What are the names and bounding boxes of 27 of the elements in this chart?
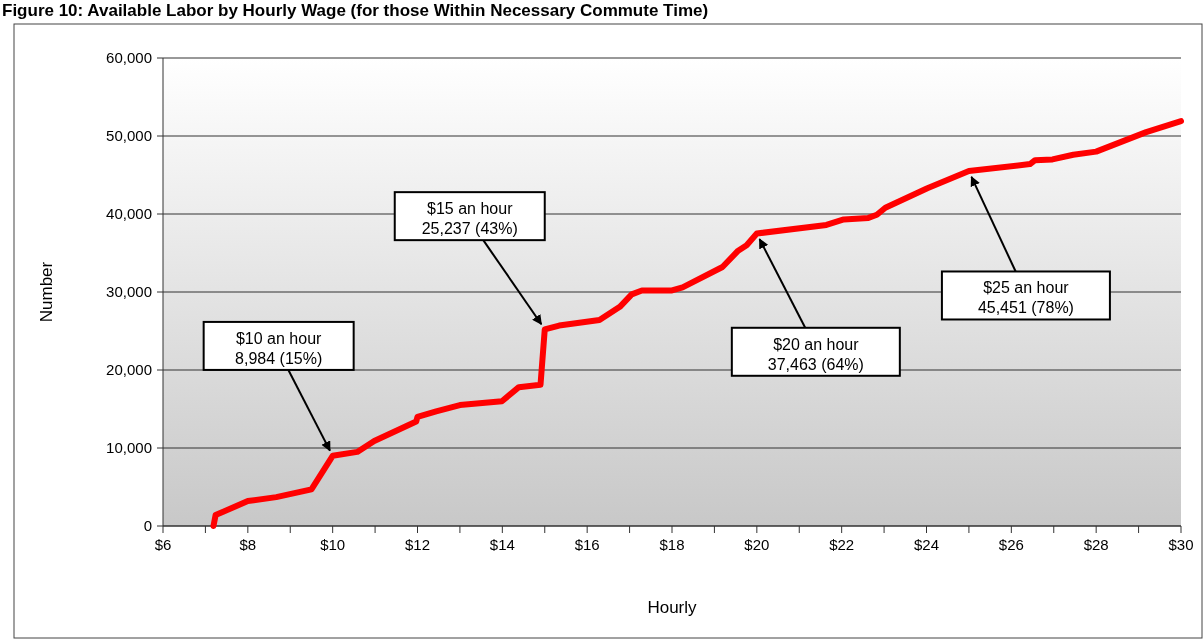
y-tick-label: 0 xyxy=(143,517,152,534)
y-tick-label: 30,000 xyxy=(106,283,152,300)
x-tick-label: $30 xyxy=(1168,536,1194,553)
x-tick-label: $28 xyxy=(1083,536,1109,553)
x-tick-label: $22 xyxy=(829,536,855,553)
annotation: $25 an hour 45,451 (78%) xyxy=(977,279,1074,317)
y-tick-label: 10,000 xyxy=(106,439,152,456)
y-tick-label: 40,000 xyxy=(106,205,152,222)
annotation: $20 an hour 37,463 (64%) xyxy=(767,335,864,373)
x-tick-label: $24 xyxy=(913,536,940,553)
x-axis-title: Hourly xyxy=(647,598,698,617)
y-tick-label: 50,000 xyxy=(106,127,152,144)
y-axis-title: Number xyxy=(37,261,56,323)
x-tick-label: $26 xyxy=(998,536,1024,553)
x-tick-label: $12 xyxy=(404,536,431,553)
x-tick-label: $16 xyxy=(574,536,600,553)
x-tick-label: $8 xyxy=(239,536,257,553)
chart-title: Figure 10: Available Labor by Hourly Wage (for those Within Necessary Commute Time) xyxy=(2,1,709,20)
x-tick-label: $10 xyxy=(320,536,346,553)
x-tick-label: $18 xyxy=(659,536,685,553)
annotation: $15 an hour 25,237 (43%) xyxy=(421,200,518,238)
y-tick-label: 20,000 xyxy=(106,361,152,378)
annotation: $10 an hour 8,984 (15%) xyxy=(235,329,323,367)
y-tick-label: 60,000 xyxy=(106,49,152,66)
x-tick-label: $14 xyxy=(489,536,515,553)
x-tick-label: $20 xyxy=(744,536,770,553)
x-tick-label: $6 xyxy=(154,536,172,553)
